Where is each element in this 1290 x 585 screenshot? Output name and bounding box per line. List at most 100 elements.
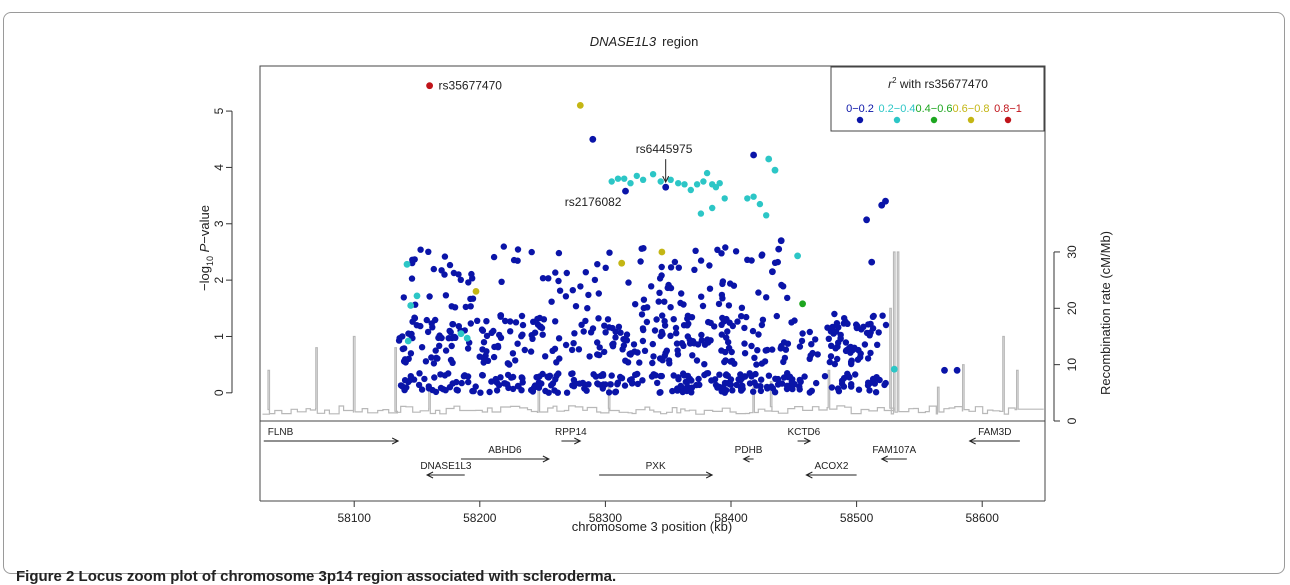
snp-point bbox=[709, 204, 716, 212]
snp-point bbox=[639, 337, 647, 345]
snp-point bbox=[555, 277, 562, 285]
snp-point bbox=[828, 384, 836, 391]
gene-arrowhead bbox=[880, 455, 888, 463]
snp-point bbox=[789, 385, 796, 393]
gene-label: FLNB bbox=[268, 427, 294, 438]
snp-point bbox=[650, 371, 657, 378]
y-axis-right: 0 10 20 30 bbox=[1053, 245, 1079, 424]
snp-point bbox=[587, 329, 595, 336]
snp-point bbox=[655, 298, 662, 305]
snp-point bbox=[722, 357, 729, 364]
snp-point bbox=[604, 316, 612, 323]
snp-point bbox=[493, 387, 501, 394]
snp-point bbox=[441, 253, 449, 260]
snp-point bbox=[612, 389, 619, 396]
snp-point bbox=[784, 294, 791, 302]
snp-point bbox=[748, 373, 755, 380]
snp-point bbox=[467, 320, 474, 327]
x-tick-label: 58500 bbox=[840, 511, 874, 525]
snp-point bbox=[539, 331, 546, 338]
snp-point bbox=[455, 271, 462, 278]
snp-point bbox=[684, 333, 691, 340]
snp-point bbox=[539, 275, 547, 282]
snp-point bbox=[769, 346, 776, 353]
snp-point bbox=[864, 355, 872, 362]
snp-point bbox=[599, 372, 607, 379]
snp-point bbox=[708, 377, 715, 384]
snp-point bbox=[799, 300, 806, 308]
snp-point bbox=[403, 260, 411, 268]
y-tick-label: 3 bbox=[212, 220, 226, 227]
legend-items: 0−0.2 0.2−0.4 0.4−0.6 0.6−0.8 0.8−1 bbox=[846, 103, 1022, 124]
snp-point bbox=[483, 348, 490, 355]
snp-point bbox=[638, 245, 645, 252]
snp-point bbox=[681, 372, 688, 379]
snp-point bbox=[834, 355, 841, 363]
legend-item-dot bbox=[1004, 116, 1012, 124]
snp-point bbox=[632, 301, 639, 308]
snp-point bbox=[639, 176, 647, 183]
snp-point bbox=[882, 321, 890, 329]
snp-point bbox=[763, 212, 770, 219]
snp-point bbox=[689, 338, 697, 345]
snp-point bbox=[435, 334, 442, 342]
gene-arrowhead bbox=[968, 437, 976, 445]
snp-point bbox=[825, 335, 832, 342]
legend-title: r2 with rs35677470 bbox=[888, 76, 988, 91]
snp-point bbox=[601, 322, 608, 329]
snp-point bbox=[442, 347, 450, 354]
snp-point bbox=[483, 318, 490, 325]
snp-point bbox=[867, 349, 874, 357]
snp-point bbox=[872, 389, 880, 396]
snp-point bbox=[667, 176, 674, 183]
y-axis-left: 0 1 2 3 4 5 bbox=[212, 107, 233, 396]
snp-point bbox=[659, 357, 666, 364]
snp-point bbox=[671, 258, 679, 266]
snp-point bbox=[670, 316, 677, 323]
snp-point bbox=[429, 386, 436, 394]
snp-point bbox=[777, 237, 785, 245]
snp-point bbox=[618, 375, 626, 382]
snp-point bbox=[675, 180, 682, 187]
snp-point bbox=[757, 387, 765, 395]
gene-label: PDHB bbox=[735, 445, 763, 456]
snp-point bbox=[667, 264, 675, 271]
snp-point bbox=[577, 283, 584, 290]
association-points bbox=[395, 82, 961, 396]
snp-point bbox=[510, 256, 518, 264]
snp-point bbox=[447, 329, 454, 336]
gene-arrowhead bbox=[425, 471, 434, 479]
snp-point bbox=[656, 289, 663, 296]
snp-point bbox=[750, 193, 757, 200]
snp-point bbox=[451, 333, 458, 341]
snp-point bbox=[814, 351, 821, 358]
snp-point bbox=[746, 380, 754, 387]
snp-point bbox=[662, 183, 670, 191]
snp-point bbox=[583, 387, 590, 394]
snp-point bbox=[407, 373, 414, 380]
legend-item-dot bbox=[967, 116, 975, 124]
snp-point bbox=[448, 342, 455, 350]
snp-point bbox=[548, 298, 555, 305]
snp-point bbox=[750, 151, 757, 159]
snp-point bbox=[844, 370, 851, 377]
snp-point bbox=[698, 331, 705, 339]
snp-point bbox=[678, 290, 685, 297]
snp-point bbox=[821, 373, 829, 380]
snp-point bbox=[591, 276, 599, 284]
snp-point bbox=[618, 259, 626, 267]
snp-point bbox=[673, 340, 681, 347]
snp-point bbox=[727, 381, 734, 388]
snp-point bbox=[440, 386, 447, 393]
snp-point bbox=[806, 389, 813, 396]
snp-point bbox=[622, 357, 629, 364]
snp-point bbox=[786, 373, 794, 380]
x-tick-label: 58600 bbox=[966, 511, 1000, 525]
snp-point bbox=[774, 258, 781, 266]
snp-point bbox=[843, 346, 850, 354]
snp-point bbox=[765, 155, 773, 163]
snp-point bbox=[589, 135, 597, 143]
snp-point bbox=[753, 361, 760, 368]
snp-point bbox=[718, 250, 725, 257]
snp-point bbox=[763, 294, 770, 301]
